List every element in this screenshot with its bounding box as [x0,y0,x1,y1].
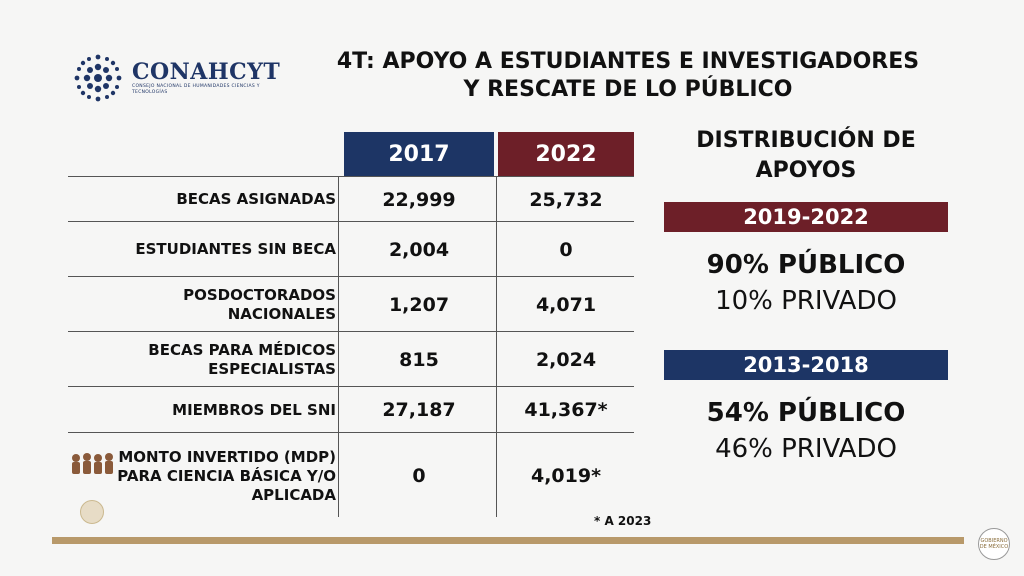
title-line-1: 4T: APOYO A ESTUDIANTES E INVESTIGADORES [336,49,920,74]
value-2022: 41,367* [524,399,608,421]
row-label: BECAS PARA MÉDICOS ESPECIALISTAS [148,340,336,378]
row-label: BECAS ASIGNADAS [176,190,336,208]
period-band-2019-2022: 2019-2022 [664,202,948,232]
value-2017: 815 [399,348,439,371]
private-percentage: 10% PRIVADO [715,286,897,316]
table-row: MONTO INVERTIDO (MDP) PARA CIENCIA BÁSIC… [68,432,634,519]
value-2017: 0 [412,465,426,487]
distribution-title: DISTRIBUCIÓN DE APOYOS [696,128,916,183]
dotted-globe-icon [74,54,122,102]
gobierno-seal-icon: GOBIERNO DE MÉXICO [978,528,1010,560]
table-row: POSDOCTORADOS NACIONALES 1,207 4,071 [68,276,634,332]
public-percentage: 54% PÚBLICO [706,398,906,428]
table-row: BECAS ASIGNADAS 22,999 25,732 [68,176,634,222]
footnote: * A 2023 [594,514,652,528]
page-title: 4T: APOYO A ESTUDIANTES E INVESTIGADORES… [278,48,978,104]
table-row: MIEMBROS DEL SNI 27,187 41,367* [68,386,634,433]
value-2017: 2,004 [388,238,450,261]
period-band-2013-2018: 2013-2018 [664,350,948,380]
row-label: MONTO INVERTIDO (MDP) PARA CIENCIA BÁSIC… [117,447,336,504]
table-row: ESTUDIANTES SIN BECA 2,004 0 [68,221,634,277]
value-2017: 1,207 [388,293,450,316]
row-label: ESTUDIANTES SIN BECA [135,240,336,258]
table-row: BECAS PARA MÉDICOS ESPECIALISTAS 815 2,02… [68,331,634,387]
conahcyt-logo: CONAHCYT CONSEJO NACIONAL DE HUMANIDADES… [72,52,282,104]
logo-name: CONAHCYT [132,59,281,85]
value-2017: 27,187 [382,399,456,421]
historic-figures-icon [72,453,113,474]
value-2017: 22,999 [382,188,456,211]
column-divider [496,176,497,517]
value-2022: 2,024 [535,348,597,371]
title-line-2: Y RESCATE DE LO PÚBLICO [463,77,793,102]
header-2017: 2017 [344,132,494,176]
value-2022: 0 [559,238,573,261]
bottom-divider [52,537,964,544]
row-label: MIEMBROS DEL SNI [172,400,336,419]
public-percentage: 90% PÚBLICO [706,250,906,280]
national-emblem-icon [80,500,104,524]
logo-subtitle: CONSEJO NACIONAL DE HUMANIDADES CIENCIAS… [132,84,260,95]
value-2022: 25,732 [529,188,603,211]
header-2022: 2022 [498,132,634,176]
value-2022: 4,071 [535,293,597,316]
value-2022: 4,019* [530,465,602,487]
row-label: POSDOCTORADOS NACIONALES [183,285,336,323]
private-percentage: 46% PRIVADO [715,434,897,464]
column-divider [338,176,339,517]
